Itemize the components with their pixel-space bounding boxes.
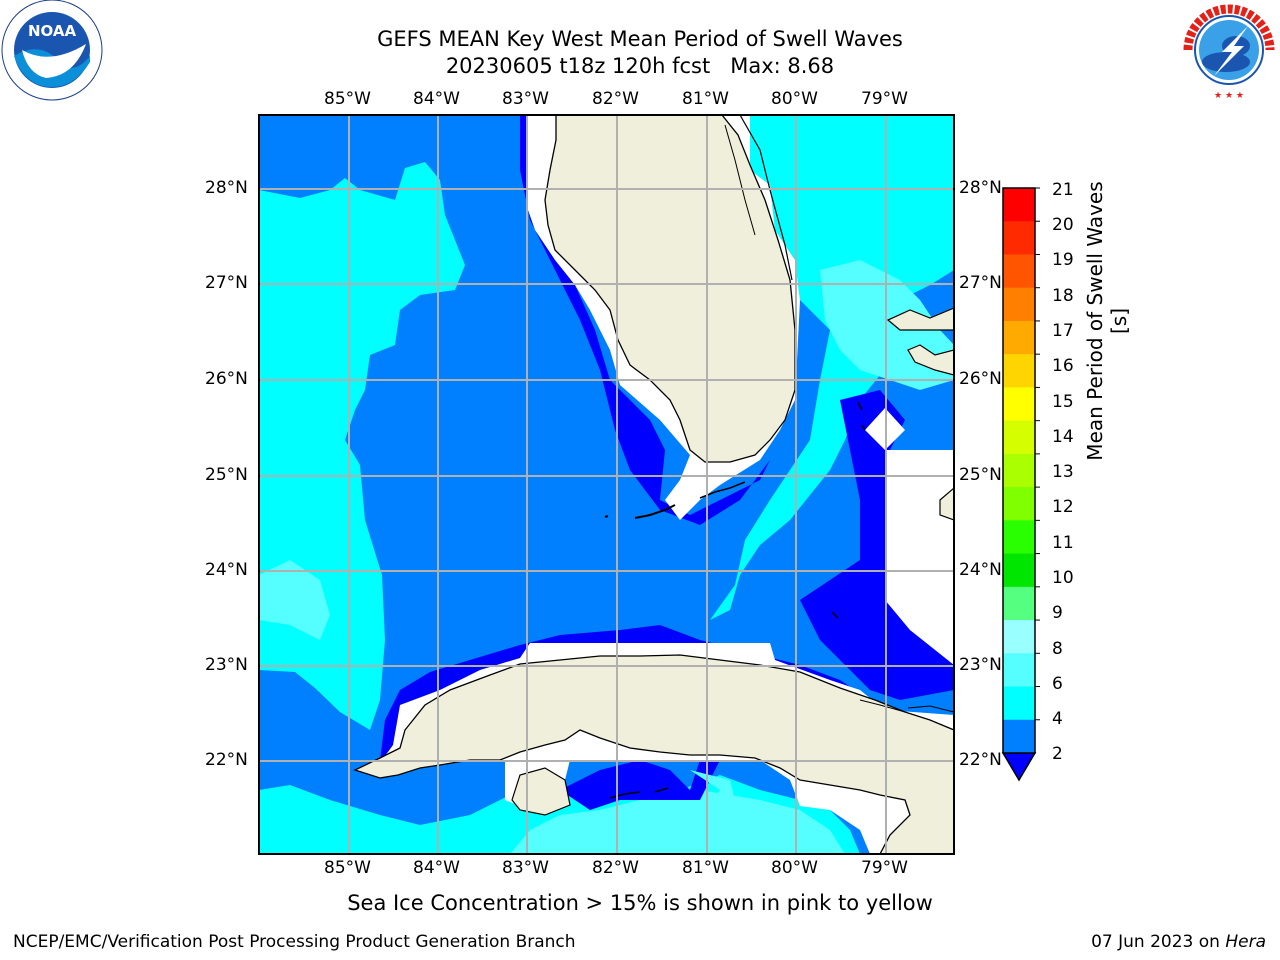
noaa-logo: NOAA xyxy=(0,0,104,104)
colorbar-under-triangle xyxy=(1001,752,1037,782)
colorbar-tick-label: 4 xyxy=(1052,709,1063,729)
footer-date: 07 Jun 2023 on Hera xyxy=(1091,932,1266,952)
colorbar-tick-label: 10 xyxy=(1052,568,1074,588)
lon-label-bottom: 82°W xyxy=(592,858,639,878)
colorbar-swatch xyxy=(1003,586,1035,621)
colorbar-tick-label: 2 xyxy=(1052,744,1063,764)
colorbar-tick-label: 6 xyxy=(1052,674,1063,694)
colorbar-swatch xyxy=(1003,287,1035,322)
colorbar-tick-label: 12 xyxy=(1052,497,1074,517)
lon-label-top: 82°W xyxy=(592,89,639,109)
lat-label-left: 24°N xyxy=(205,560,248,580)
swell-region-dark-florida-straits xyxy=(800,390,954,700)
colorbar-swatches xyxy=(1001,187,1040,782)
lat-label-right: 23°N xyxy=(959,655,1002,675)
colorbar-swatch xyxy=(1003,188,1035,222)
colorbar-tick-label: 11 xyxy=(1052,533,1074,553)
colorbar-tick-label: 15 xyxy=(1052,392,1074,412)
swell-region-cyan-east xyxy=(710,115,954,620)
lon-label-top: 83°W xyxy=(502,89,549,109)
lon-label-bottom: 85°W xyxy=(324,858,371,878)
map-title: GEFS MEAN Key West Mean Period of Swell … xyxy=(377,27,903,51)
lat-label-right: 27°N xyxy=(959,273,1002,293)
lon-label-top: 81°W xyxy=(682,89,729,109)
colorbar-tick-label: 19 xyxy=(1052,250,1074,270)
swell-region-light-cyan xyxy=(259,560,330,640)
lon-label-bottom: 84°W xyxy=(413,858,460,878)
lon-label-bottom: 80°W xyxy=(771,858,818,878)
lat-label-left: 27°N xyxy=(205,273,248,293)
svg-text:★ ★ ★: ★ ★ ★ xyxy=(1214,91,1244,101)
map-frame xyxy=(258,114,955,855)
sea-ice-note: Sea Ice Concentration > 15% is shown in … xyxy=(347,891,933,915)
lat-label-right: 28°N xyxy=(959,178,1002,198)
lon-label-top: 80°W xyxy=(771,89,818,109)
lat-label-left: 23°N xyxy=(205,655,248,675)
lat-label-right: 22°N xyxy=(959,750,1002,770)
colorbar-tick-label: 8 xyxy=(1052,639,1063,659)
colorbar-swatch xyxy=(1003,320,1035,355)
colorbar-swatch xyxy=(1003,686,1035,721)
nws-logo: ★ ★ ★ xyxy=(1178,0,1280,102)
footer-date-text: 07 Jun 2023 on xyxy=(1091,932,1226,952)
map-subtitle: 20230605 t18z 120h fcst Max: 8.68 xyxy=(445,54,835,78)
lon-label-bottom: 83°W xyxy=(502,858,549,878)
colorbar-tick-label: 16 xyxy=(1052,356,1074,376)
colorbar-tick-label: 21 xyxy=(1052,180,1074,200)
colorbar-swatch xyxy=(1003,553,1035,588)
colorbar-swatch xyxy=(1003,520,1035,555)
colorbar-label: Mean Period of Swell Waves [s] xyxy=(1083,181,1131,461)
colorbar-swatch xyxy=(1003,487,1035,521)
swell-region-dark-west-florida xyxy=(520,115,770,525)
colorbar-swatch xyxy=(1003,420,1035,455)
lat-label-right: 24°N xyxy=(959,560,1002,580)
lon-label-top: 79°W xyxy=(861,89,908,109)
colorbar-swatch xyxy=(1003,221,1035,255)
lat-label-left: 25°N xyxy=(205,465,248,485)
colorbar-tick-label: 18 xyxy=(1052,286,1074,306)
land-andros xyxy=(939,487,954,521)
lon-label-bottom: 79°W xyxy=(861,858,908,878)
colorbar-tick-labels: 21 20 19 18 17 16 15 14 13 12 11 10 9 8 … xyxy=(1040,180,1090,770)
graticule xyxy=(259,115,954,854)
noaa-logo-text: NOAA xyxy=(28,22,77,40)
footer-machine: Hera xyxy=(1225,932,1266,952)
colorbar-tick-label: 14 xyxy=(1052,427,1074,447)
land-grand-bahama xyxy=(886,307,954,331)
swell-period-field xyxy=(259,115,954,854)
land-florida-peninsula xyxy=(544,115,796,463)
footer-credit: NCEP/EMC/Verification Post Processing Pr… xyxy=(13,932,576,952)
land-cuba xyxy=(353,654,954,854)
colorbar-swatch xyxy=(1003,387,1035,422)
colorbar-swatch xyxy=(1003,653,1035,688)
lat-label-right: 26°N xyxy=(959,369,1002,389)
colorbar-swatch xyxy=(1003,620,1035,654)
lon-label-top: 84°W xyxy=(413,89,460,109)
lat-label-left: 26°N xyxy=(205,369,248,389)
lat-label-right: 25°N xyxy=(959,465,1002,485)
colorbar-swatch xyxy=(1003,453,1035,488)
colorbar-swatch xyxy=(1003,254,1035,289)
colorbar-tick-label: 9 xyxy=(1052,603,1063,623)
lat-label-left: 22°N xyxy=(205,750,248,770)
colorbar-tick-label: 13 xyxy=(1052,462,1074,482)
colorbar-frame xyxy=(1002,187,1036,754)
land-mask-bahamas xyxy=(885,450,954,665)
colorbar-swatch xyxy=(1003,354,1035,388)
florida-keys xyxy=(634,504,676,519)
lon-label-bottom: 81°W xyxy=(682,858,729,878)
lat-label-left: 28°N xyxy=(205,178,248,198)
colorbar-swatch xyxy=(1003,719,1035,754)
colorbar-tick-label: 20 xyxy=(1052,215,1074,235)
colorbar-tick-label: 17 xyxy=(1052,321,1074,341)
lon-label-top: 85°W xyxy=(324,89,371,109)
colorbar xyxy=(1000,186,1040,786)
